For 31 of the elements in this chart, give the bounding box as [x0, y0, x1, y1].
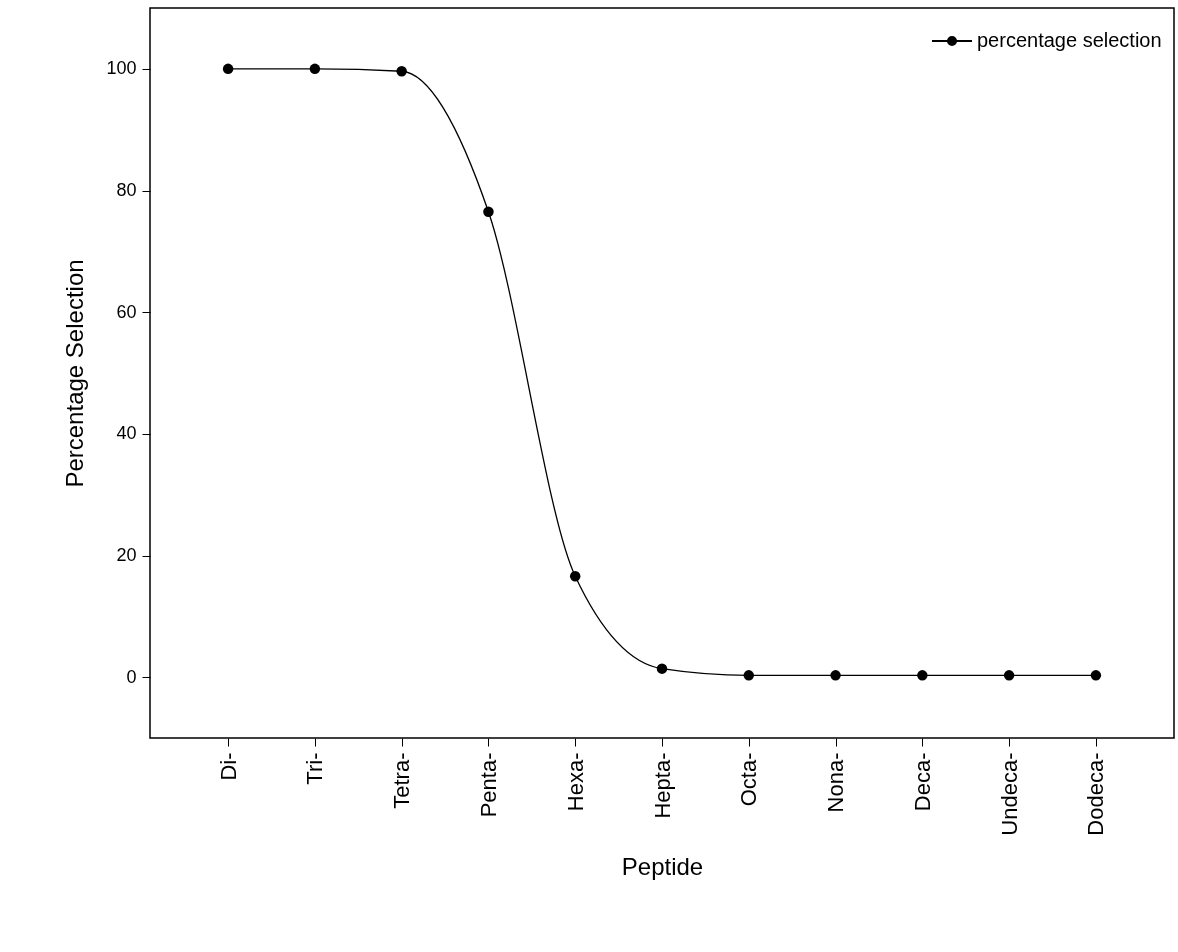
x-tick-label: Tri- [302, 752, 328, 785]
point [222, 63, 234, 75]
x-tick-label: Nona- [823, 752, 849, 813]
x-tick-label: Tetra- [389, 752, 415, 809]
x-tick-label: Hexa- [562, 752, 588, 812]
y-tick-label: 0 [126, 666, 137, 687]
point [1003, 670, 1015, 681]
point [309, 63, 321, 75]
point [830, 670, 841, 681]
point [1090, 670, 1102, 681]
x-tick-label: Deca- [909, 752, 935, 812]
y-tick-label: 100 [106, 58, 137, 79]
point [569, 570, 581, 582]
point [656, 663, 668, 674]
point [396, 66, 407, 77]
y-tick-label: 80 [116, 180, 137, 200]
point [917, 670, 928, 681]
x-tick-label: Octa- [736, 752, 762, 807]
y-tick-label: 40 [116, 423, 137, 444]
x-tick-label: Di- [215, 752, 241, 781]
x-axis-title: Peptide [621, 852, 704, 880]
y-tick-label: 60 [116, 301, 137, 322]
x-tick-label: Undeca- [996, 752, 1022, 836]
y-axis-title: Percentage Selection [61, 259, 89, 488]
x-tick-label: Hepta- [649, 752, 675, 819]
x-tick-label: Penta- [475, 752, 501, 818]
x-tick-label: Dodeca- [1083, 752, 1109, 836]
legend-label: percentage selection [977, 29, 1162, 51]
point [483, 206, 494, 218]
y-tick-label: 20 [116, 545, 137, 565]
point [743, 670, 755, 681]
